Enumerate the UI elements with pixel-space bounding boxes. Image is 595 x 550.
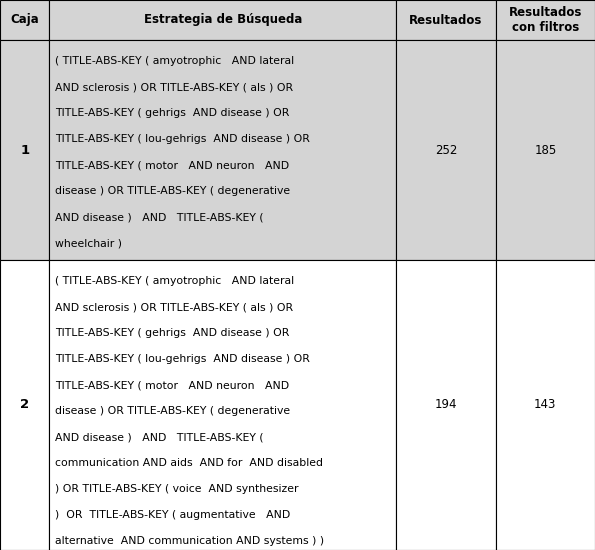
Text: AND disease )   AND   TITLE-ABS-KEY (: AND disease ) AND TITLE-ABS-KEY (	[55, 432, 264, 442]
Text: ( TITLE-ABS-KEY ( amyotrophic   AND lateral: ( TITLE-ABS-KEY ( amyotrophic AND latera…	[55, 276, 295, 286]
Bar	[496, 0, 595, 40]
Text: 1: 1	[20, 144, 29, 157]
Text: ( TITLE-ABS-KEY ( amyotrophic   AND lateral: ( TITLE-ABS-KEY ( amyotrophic AND latera…	[55, 56, 295, 66]
Text: Caja: Caja	[10, 14, 39, 26]
Text: )  OR  TITLE-ABS-KEY ( augmentative   AND: ) OR TITLE-ABS-KEY ( augmentative AND	[55, 510, 290, 520]
Text: TITLE-ABS-KEY ( gehrigs  AND disease ) OR: TITLE-ABS-KEY ( gehrigs AND disease ) OR	[55, 108, 290, 118]
Text: AND sclerosis ) OR TITLE-ABS-KEY ( als ) OR: AND sclerosis ) OR TITLE-ABS-KEY ( als )…	[55, 82, 293, 92]
Text: Resultados: Resultados	[409, 14, 483, 26]
Text: AND disease )   AND   TITLE-ABS-KEY (: AND disease ) AND TITLE-ABS-KEY (	[55, 212, 264, 222]
Text: 143: 143	[534, 399, 556, 411]
Text: wheelchair ): wheelchair )	[55, 238, 123, 248]
Bar	[49, 40, 396, 260]
Text: 194: 194	[435, 399, 457, 411]
Bar	[0, 40, 49, 260]
Text: TITLE-ABS-KEY ( motor   AND neuron   AND: TITLE-ABS-KEY ( motor AND neuron AND	[55, 380, 289, 390]
Text: Resultados
con filtros: Resultados con filtros	[509, 6, 582, 34]
Text: 2: 2	[20, 399, 29, 411]
Bar	[0, 260, 49, 550]
Text: AND sclerosis ) OR TITLE-ABS-KEY ( als ) OR: AND sclerosis ) OR TITLE-ABS-KEY ( als )…	[55, 302, 293, 312]
Bar	[396, 260, 496, 550]
Text: 252: 252	[435, 144, 457, 157]
Text: TITLE-ABS-KEY ( lou-gehrigs  AND disease ) OR: TITLE-ABS-KEY ( lou-gehrigs AND disease …	[55, 354, 310, 364]
Text: 185: 185	[534, 144, 556, 157]
Text: TITLE-ABS-KEY ( gehrigs  AND disease ) OR: TITLE-ABS-KEY ( gehrigs AND disease ) OR	[55, 328, 290, 338]
Text: TITLE-ABS-KEY ( motor   AND neuron   AND: TITLE-ABS-KEY ( motor AND neuron AND	[55, 160, 289, 170]
Bar	[496, 260, 595, 550]
Bar	[49, 260, 396, 550]
Text: communication AND aids  AND for  AND disabled: communication AND aids AND for AND disab…	[55, 458, 323, 468]
Bar	[49, 0, 396, 40]
Text: alternative  AND communication AND systems ) ): alternative AND communication AND system…	[55, 536, 324, 546]
Text: ) OR TITLE-ABS-KEY ( voice  AND synthesizer: ) OR TITLE-ABS-KEY ( voice AND synthesiz…	[55, 484, 299, 494]
Bar	[0, 0, 49, 40]
Text: disease ) OR TITLE-ABS-KEY ( degenerative: disease ) OR TITLE-ABS-KEY ( degenerativ…	[55, 406, 290, 416]
Text: Estrategia de Búsqueda: Estrategia de Búsqueda	[143, 14, 302, 26]
Bar	[396, 40, 496, 260]
Text: TITLE-ABS-KEY ( lou-gehrigs  AND disease ) OR: TITLE-ABS-KEY ( lou-gehrigs AND disease …	[55, 134, 310, 144]
Bar	[496, 40, 595, 260]
Text: disease ) OR TITLE-ABS-KEY ( degenerative: disease ) OR TITLE-ABS-KEY ( degenerativ…	[55, 186, 290, 196]
Bar	[396, 0, 496, 40]
